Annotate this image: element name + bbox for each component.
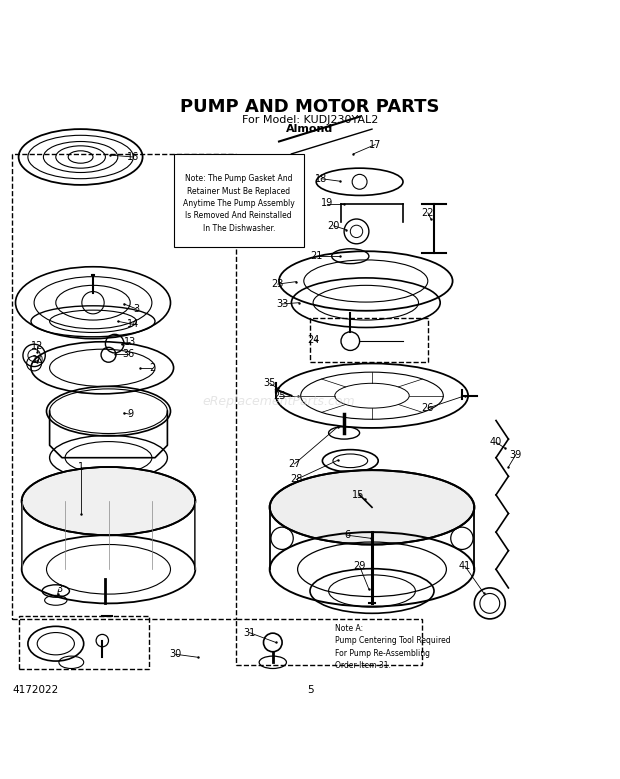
Text: 5: 5: [307, 686, 313, 695]
Text: 26: 26: [422, 403, 434, 413]
Ellipse shape: [270, 470, 474, 545]
Text: 14: 14: [127, 319, 140, 330]
Bar: [19, 616, 149, 668]
Text: 1: 1: [78, 462, 84, 472]
Bar: [236, 619, 422, 665]
Text: 3: 3: [56, 584, 62, 594]
Text: 2: 2: [149, 364, 155, 373]
Text: 36: 36: [122, 349, 135, 359]
Text: 10: 10: [32, 354, 45, 365]
Text: eReplacementParts.com: eReplacementParts.com: [203, 396, 355, 408]
Text: 9: 9: [127, 409, 133, 419]
Text: Note A:
Pump Centering Tool Required
For Pump Re-Assembling
Order Item 31.: Note A: Pump Centering Tool Required For…: [335, 623, 450, 670]
Text: 33: 33: [276, 299, 288, 309]
Text: 25: 25: [273, 391, 285, 400]
FancyBboxPatch shape: [174, 154, 304, 247]
Text: 16: 16: [127, 152, 140, 162]
Text: 27: 27: [288, 459, 301, 469]
Bar: [310, 318, 428, 361]
Text: 28: 28: [290, 474, 303, 485]
Text: 24: 24: [308, 335, 320, 345]
Text: Note: The Pump Gasket And
Retainer Must Be Replaced
Anytime The Pump Assembly
Is: Note: The Pump Gasket And Retainer Must …: [183, 174, 294, 233]
Text: 15: 15: [352, 490, 365, 500]
Text: 31: 31: [243, 628, 255, 637]
Text: 30: 30: [169, 649, 182, 659]
Text: 29: 29: [353, 561, 366, 571]
Text: 40: 40: [490, 437, 502, 447]
Text: Almond: Almond: [286, 124, 334, 134]
Text: For Model: KUDJ230YAL2: For Model: KUDJ230YAL2: [242, 115, 378, 125]
Text: 17: 17: [369, 139, 381, 150]
Text: 4172022: 4172022: [12, 686, 59, 695]
Text: 35: 35: [264, 379, 276, 388]
Text: 12: 12: [31, 341, 43, 351]
Text: 23: 23: [272, 279, 284, 289]
Text: 6: 6: [344, 530, 350, 540]
Ellipse shape: [22, 467, 195, 535]
Text: 21: 21: [310, 251, 322, 261]
Text: 22: 22: [422, 208, 434, 218]
Text: 18: 18: [315, 174, 327, 184]
Text: 19: 19: [321, 199, 333, 209]
Text: 39: 39: [510, 449, 522, 460]
Text: 3: 3: [133, 304, 140, 314]
Text: 41: 41: [459, 561, 471, 571]
Text: PUMP AND MOTOR PARTS: PUMP AND MOTOR PARTS: [180, 98, 440, 116]
Text: 20: 20: [327, 220, 340, 231]
Text: 13: 13: [124, 337, 136, 347]
Bar: [12, 154, 236, 619]
